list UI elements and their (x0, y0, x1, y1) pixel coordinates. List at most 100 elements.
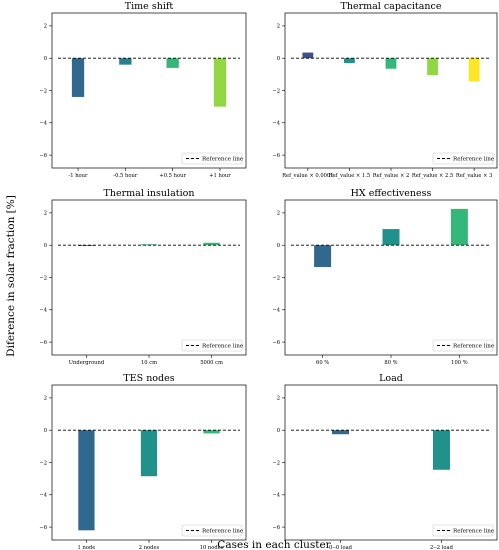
y-tick-label: −4 (39, 121, 47, 127)
y-tick-label: −2 (39, 275, 47, 281)
legend-label: Reference line (453, 157, 495, 163)
x-tick-label: 0--0 load (329, 545, 353, 550)
x-tick-label: 5000 cm (200, 360, 223, 366)
legend-label: Reference line (202, 344, 244, 350)
x-tick-label: 60 % (316, 360, 329, 366)
subplot-title: TES nodes (123, 373, 174, 384)
bar (166, 58, 179, 68)
y-tick-label: 2 (44, 211, 47, 217)
bar (213, 58, 227, 107)
y-tick-label: −2 (39, 460, 47, 466)
axes-frame (284, 199, 498, 356)
legend-label: Reference line (453, 344, 495, 350)
y-tick-label: −2 (272, 275, 280, 281)
y-tick-label: −4 (39, 493, 47, 499)
legend: Reference line (432, 524, 495, 537)
subplot-5: Load −6 −4 −2 0 2 0--0 load 2--2 load Reference … (272, 373, 498, 550)
bar (432, 430, 450, 470)
axes-frame (284, 384, 498, 541)
bar (468, 58, 480, 82)
y-tick-label: 0 (277, 428, 280, 434)
bar (385, 58, 397, 69)
legend: Reference line (432, 152, 495, 165)
x-tick-label: Ref_value × 2 (373, 173, 410, 179)
y-axis-label: Diference in solar fraction [%] (5, 195, 17, 357)
legend-label: Reference line (202, 529, 244, 535)
subplot-1: Thermal capacitance −6 −4 −2 0 2 Ref_value × 0… (272, 1, 498, 179)
subplot-title: Time shift (125, 1, 174, 12)
subplot-0: Time shift −6 −4 −2 0 2 -1 hour -0.5 hour +0.5 h… (39, 1, 247, 179)
bar (71, 58, 85, 97)
bar (302, 52, 314, 59)
subplot-title: HX effectiveness (351, 188, 432, 199)
bar (450, 208, 468, 246)
y-tick-label: 2 (277, 396, 280, 402)
bar (203, 242, 220, 246)
x-tick-label: Ref_value × 1.5 (329, 173, 370, 179)
x-tick-label: 10 cm (141, 360, 157, 366)
bar (427, 58, 438, 76)
y-tick-label: 0 (44, 428, 47, 434)
y-tick-label: −2 (39, 88, 47, 94)
y-tick-label: 0 (277, 243, 280, 249)
y-tick-label: 0 (44, 56, 47, 62)
axes-frame (284, 12, 498, 169)
legend-box (432, 339, 494, 352)
legend-box (432, 152, 494, 165)
y-tick-label: −6 (272, 340, 280, 346)
legend: Reference line (181, 524, 244, 537)
subplot-4: TES nodes −6 −4 −2 0 2 1 node 2 nodes 10 nodes Re… (39, 373, 247, 550)
x-tick-label: 100 % (451, 360, 468, 366)
x-tick-label: Ref_value × 2.5 (412, 173, 453, 179)
bar (78, 245, 95, 247)
x-tick-label: +0.5 hour (159, 173, 186, 179)
y-tick-label: −4 (39, 308, 47, 314)
y-tick-label: −2 (272, 88, 280, 94)
y-tick-label: −6 (272, 153, 280, 159)
legend-box (181, 524, 243, 537)
bar (382, 229, 400, 246)
y-tick-label: 0 (44, 243, 47, 249)
legend-label: Reference line (453, 529, 495, 535)
subplot-title: Load (379, 373, 403, 384)
axes-frame (51, 384, 247, 541)
bar (78, 430, 95, 531)
axes-frame (51, 199, 247, 356)
y-tick-label: −2 (272, 460, 280, 466)
legend-label: Reference line (202, 157, 244, 163)
y-tick-label: −4 (272, 308, 280, 314)
y-tick-label: −6 (39, 153, 47, 159)
legend-box (181, 339, 243, 352)
bar (203, 430, 220, 434)
legend: Reference line (181, 339, 244, 352)
y-tick-label: −6 (39, 340, 47, 346)
y-tick-label: 0 (277, 56, 280, 62)
y-tick-label: −6 (272, 525, 280, 531)
x-tick-label: 1 node (78, 545, 96, 550)
x-tick-label: +1 hour (209, 173, 231, 179)
y-tick-label: 2 (277, 211, 280, 217)
x-axis-label: Cases in each cluster (217, 539, 331, 550)
x-tick-label: -1 hour (69, 173, 89, 179)
y-tick-label: 2 (44, 396, 47, 402)
x-tick-label: Ref_value × 0.0001 (282, 173, 333, 179)
x-tick-label: 2 nodes (139, 545, 160, 550)
x-tick-label: Underground (69, 360, 105, 366)
x-tick-label: -0.5 hour (113, 173, 137, 179)
bar (332, 430, 350, 435)
x-tick-label: 10 nodes (200, 545, 224, 550)
y-tick-label: 2 (277, 24, 280, 30)
axes-frame (51, 12, 247, 169)
x-tick-label: Ref_value × 3 (456, 173, 493, 179)
subplot-title: Thermal capacitance (341, 1, 442, 12)
bar (119, 58, 132, 65)
subplot-title: Thermal insulation (104, 188, 195, 199)
subplot-2: Thermal insulation −6 −4 −2 0 2 Underground 10 … (39, 188, 247, 366)
bar (314, 245, 332, 268)
legend: Reference line (432, 339, 495, 352)
y-tick-label: −4 (272, 121, 280, 127)
y-tick-label: 2 (44, 24, 47, 30)
x-tick-label: 2--2 load (430, 545, 454, 550)
legend-box (181, 152, 243, 165)
